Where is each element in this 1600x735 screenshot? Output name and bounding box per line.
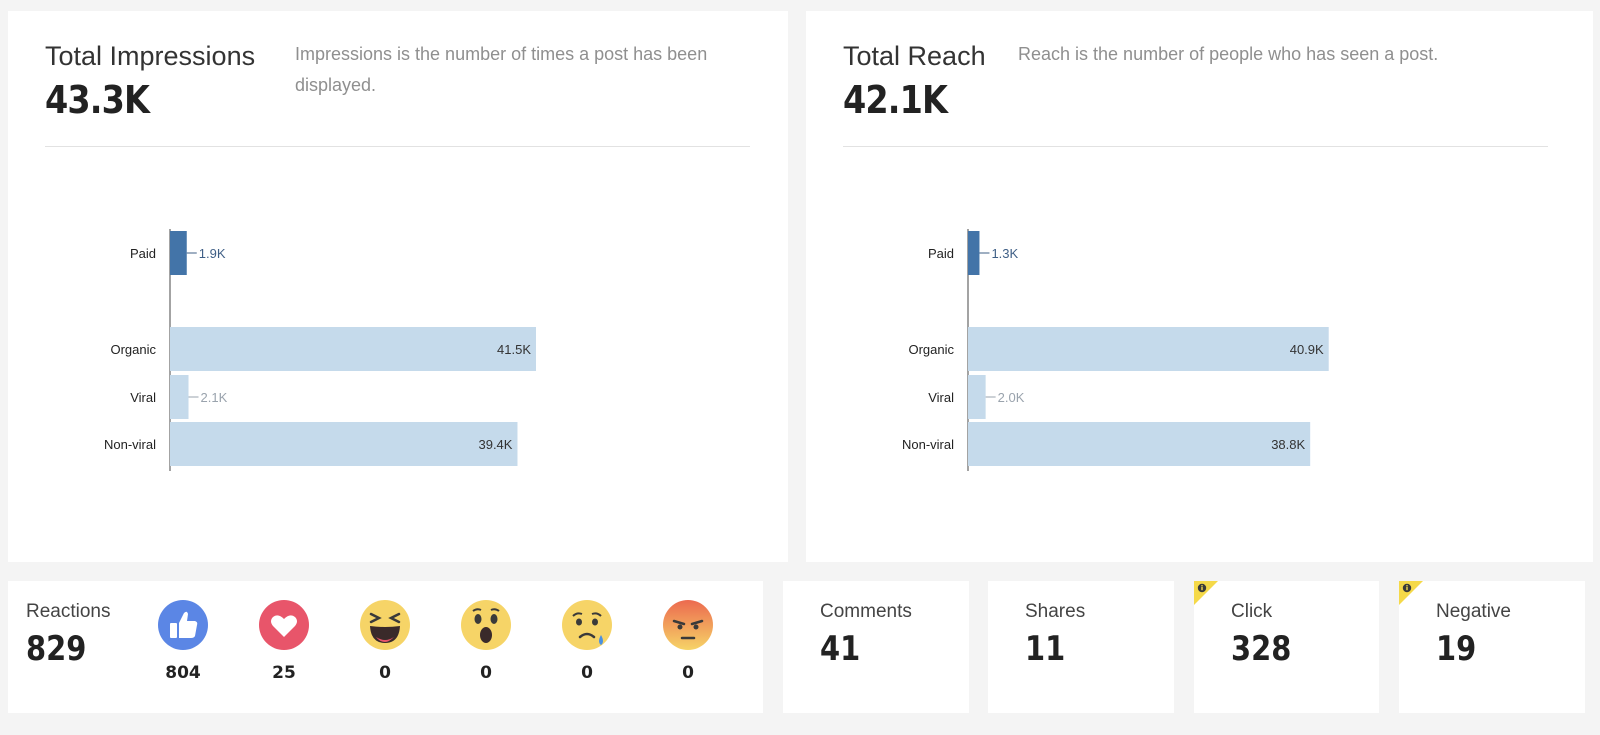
data-label: 39.4K [478,437,512,452]
click-value: 328 [1231,629,1292,669]
data-label: 1.3K [991,246,1018,261]
divider [45,146,750,147]
reaction-wow: 0 [456,599,516,699]
reaction-like: 804 [153,599,213,699]
bar-organic[interactable] [170,327,536,371]
reactions-card: Reactions 829 804 25 0 [8,581,763,713]
impressions-card: Total Impressions 43.3K Impressions is t… [8,11,788,562]
wow-icon [461,600,511,650]
data-label: 40.9K [1290,342,1324,357]
negative-label: Negative [1436,601,1511,622]
impressions-value: 43.3K [45,78,150,122]
reach-description: Reach is the number of people who has se… [1018,44,1439,64]
reactions-label: Reactions [26,601,111,622]
reaction-count: 0 [480,663,492,683]
divider [843,146,1548,147]
bar-organic[interactable] [968,327,1329,371]
reactions-total: 829 [26,629,87,669]
impressions-bar-chart: Paid 1.9K Organic 41.5K Viral 2.1K Non-viral 39… [104,229,536,471]
reaction-count: 0 [379,663,391,683]
negative-value: 19 [1436,629,1477,669]
category-label: Organic [110,342,156,357]
bar-viral[interactable] [968,375,986,419]
category-label: Non-viral [902,437,954,452]
reaction-haha: 0 [355,599,415,699]
shares-card: Shares 11 [988,581,1174,713]
category-label: Viral [928,390,954,405]
bar-non-viral[interactable] [170,422,518,466]
reaction-count: 0 [682,663,694,683]
reach-bar-chart: Paid 1.3K Organic 40.9K Viral 2.0K Non-viral 38… [902,229,1329,471]
click-label: Click [1231,601,1273,622]
reach-title: Total Reach [843,41,986,71]
bar-paid[interactable] [170,231,187,275]
data-label: 2.1K [201,390,228,405]
category-label: Paid [928,246,954,261]
data-label: 1.9K [199,246,226,261]
click-card: Click 328 [1194,581,1379,713]
impressions-title: Total Impressions [45,41,256,71]
bar-viral[interactable] [170,375,189,419]
reach-value: 42.1K [843,78,948,122]
info-icon[interactable] [1194,581,1218,605]
bar-non-viral[interactable] [968,422,1311,466]
comments-label: Comments [820,601,912,622]
haha-icon [360,600,410,650]
category-label: Paid [130,246,156,261]
category-label: Non-viral [104,437,156,452]
shares-value: 11 [1025,629,1066,669]
like-icon [158,600,208,650]
angry-icon [663,600,713,650]
shares-label: Shares [1025,601,1086,622]
impressions-description: Impressions is the number of times a pos… [295,44,708,95]
reaction-count: 0 [581,663,593,683]
reaction-count: 25 [272,663,296,683]
category-label: Viral [130,390,156,405]
love-icon [259,600,309,650]
reaction-count: 804 [165,663,201,683]
reaction-sad: 0 [557,599,617,699]
reach-card: Total Reach 42.1K Reach is the number of… [806,11,1593,562]
reaction-angry: 0 [658,599,718,699]
info-icon[interactable] [1399,581,1423,605]
reaction-love: 25 [254,599,314,699]
bar-paid[interactable] [968,231,980,275]
comments-card: Comments 41 [783,581,969,713]
data-label: 2.0K [998,390,1025,405]
data-label: 38.8K [1271,437,1305,452]
negative-card: Negative 19 [1399,581,1585,713]
sad-icon [562,600,612,650]
data-label: 41.5K [497,342,531,357]
comments-value: 41 [820,629,861,669]
category-label: Organic [908,342,954,357]
